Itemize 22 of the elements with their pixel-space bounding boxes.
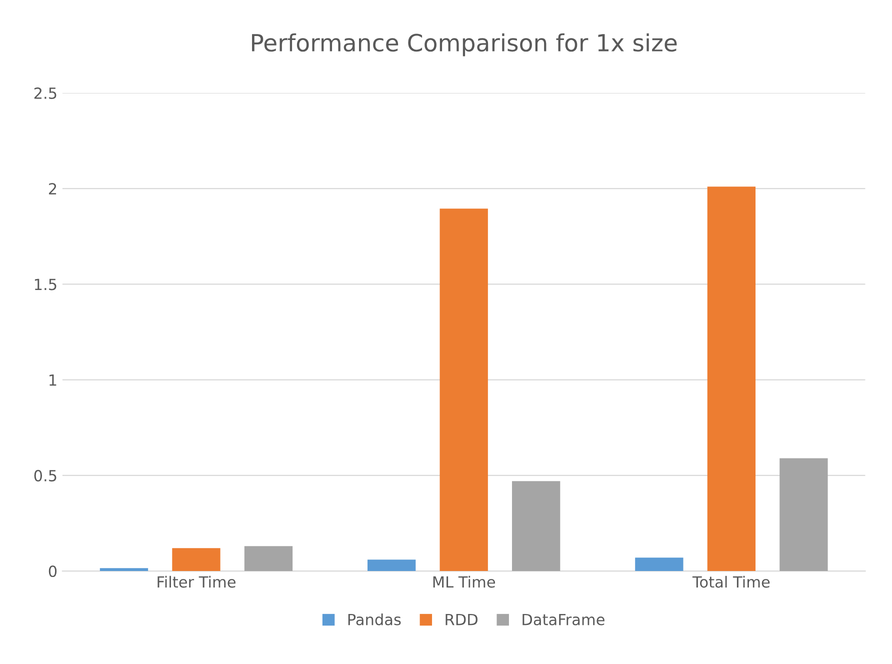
bar	[780, 458, 828, 572]
y-tick-label: 2.5	[34, 87, 56, 99]
bar	[707, 186, 756, 572]
bar	[635, 558, 684, 572]
bar	[512, 481, 560, 572]
x-tick-label: ML Time	[433, 576, 495, 588]
bar	[100, 568, 148, 572]
y-tick-label: 0.5	[34, 470, 56, 482]
legend-label: RDD	[446, 614, 478, 626]
bar	[244, 546, 293, 572]
x-tick-label: Filter Time	[158, 576, 236, 588]
y-tick-label: 2	[48, 183, 56, 194]
x-tick-label: Total Time	[692, 576, 770, 588]
chart-title: Performance Comparison for 1x size	[252, 33, 677, 56]
y-tick-label: 0	[48, 566, 57, 578]
legend-label: DataFrame	[522, 614, 604, 626]
bar	[172, 548, 220, 572]
y-tick-label: 1.5	[34, 278, 56, 290]
legend-label: Pandas	[348, 613, 401, 626]
y-tick-label: 1	[50, 374, 56, 386]
bar	[440, 208, 488, 572]
bar	[368, 560, 416, 572]
